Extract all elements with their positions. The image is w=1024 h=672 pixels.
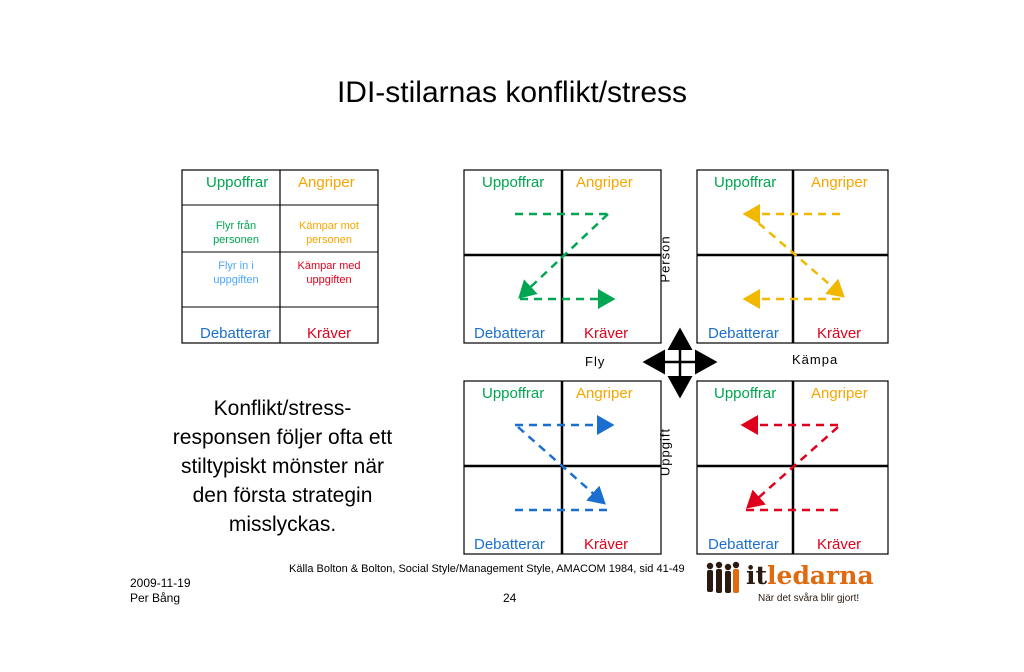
legend-cell-kampar-mot-personen: Kämpar mot personen (299, 220, 359, 246)
footer-date: 2009-11-19 (130, 576, 191, 590)
axis-label-person: Person (657, 235, 673, 283)
panel-yellow-grid (696, 169, 889, 344)
axis-label-uppgift: Uppgift (657, 427, 673, 477)
panel4-kraver: Kräver (817, 536, 862, 553)
page-number: 24 (503, 591, 517, 605)
axis-label-fly: Fly (585, 354, 606, 369)
legend-label-angriper: Angriper (298, 174, 355, 191)
panel2-debatterar: Debatterar (708, 325, 779, 342)
panel1-kraver: Kräver (584, 325, 629, 342)
panel2-kraver: Kräver (817, 325, 862, 342)
logo-wordmark: itledarna (746, 562, 874, 590)
panel1-debatterar: Debatterar (474, 325, 545, 342)
legend-label-debatterar: Debatterar (200, 325, 271, 342)
footer-author: Per Bång (130, 591, 181, 605)
panel-yellow-arrows (742, 204, 845, 309)
panel3-debatterar: Debatterar (474, 536, 545, 553)
panel4-uppoffrar: Uppoffrar (714, 385, 777, 402)
legend-grid (181, 169, 379, 344)
page-title: IDI-stilarnas konflikt/stress (336, 76, 688, 109)
panel1-angriper: Angriper (576, 174, 633, 191)
panel1-uppoffrar: Uppoffrar (482, 174, 545, 191)
panel3-angriper: Angriper (576, 385, 633, 402)
logo-tagline: När det svåra blir gjort! (758, 593, 860, 604)
panel2-angriper: Angriper (811, 174, 868, 191)
panel-blue-arrows (515, 415, 615, 512)
panel-red-arrows (740, 415, 839, 512)
note-text: Konflikt/stress- responsen följer ofta e… (172, 397, 393, 536)
panel4-angriper: Angriper (811, 385, 868, 402)
source-citation: Källa Bolton & Bolton, Social Style/Mana… (289, 563, 685, 575)
legend-label-uppoffrar: Uppoffrar (206, 174, 269, 191)
panel2-uppoffrar: Uppoffrar (714, 174, 777, 191)
axis-cross (642, 327, 718, 399)
axis-label-kampa: Kämpa (792, 352, 839, 367)
panel3-uppoffrar: Uppoffrar (482, 385, 545, 402)
panel-green-arrows (515, 212, 616, 309)
panel3-kraver: Kräver (584, 536, 629, 553)
panel4-debatterar: Debatterar (708, 536, 779, 553)
logo-wordmark-suffix: ledarna (767, 561, 874, 590)
logo-people-icon (706, 561, 740, 593)
legend-cell-flyr-in-i-uppgiften: Flyr in i uppgiften (213, 260, 259, 286)
legend-cell-kampar-med-uppgiften: Kämpar med uppgiften (297, 260, 361, 286)
logo-wordmark-prefix: it (746, 561, 768, 590)
legend-label-kraver: Kräver (307, 325, 352, 342)
legend-cell-flyr-fran-personen: Flyr från personen (213, 220, 259, 246)
